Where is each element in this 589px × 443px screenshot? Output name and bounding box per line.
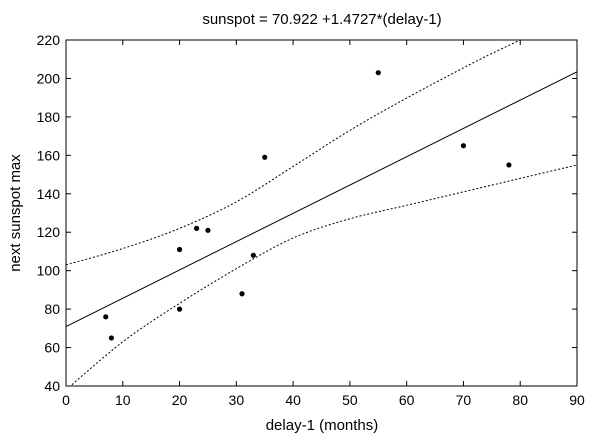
- regression-line: [66, 71, 577, 328]
- plot-frame: [65, 39, 578, 387]
- data-point: [176, 306, 183, 312]
- x-tick-label: 40: [285, 392, 301, 408]
- y-tick-label: 80: [44, 301, 60, 317]
- x-tick-label: 70: [456, 392, 472, 408]
- y-tick-label: 200: [37, 70, 61, 86]
- x-tick-label: 20: [172, 392, 188, 408]
- data-point: [375, 70, 381, 76]
- chart-title: sunspot = 70.922 +1.4727*(delay-1): [202, 11, 441, 28]
- y-tick-label: 220: [37, 32, 61, 48]
- data-point: [262, 154, 268, 160]
- x-tick-label: 80: [512, 392, 528, 408]
- x-tick-label: 50: [342, 392, 358, 408]
- data-point: [239, 291, 245, 297]
- data-point: [176, 246, 183, 253]
- ticks-layer: 0 10 20 30 40 50 60 70 80 90 40 60 80 100 120 140 160 180…: [37, 32, 585, 408]
- data-point: [460, 143, 467, 149]
- y-tick-label: 180: [37, 109, 61, 125]
- data-point: [250, 252, 256, 258]
- x-axis-label: delay-1 (months): [266, 417, 379, 434]
- y-axis-label: next sunspot max: [7, 154, 24, 272]
- y-tick-label: 140: [37, 186, 61, 202]
- data-point: [205, 227, 211, 233]
- data-points: [103, 70, 512, 341]
- data-point: [103, 314, 109, 320]
- upper-confidence-curve: [66, 40, 521, 266]
- y-tick-label: 40: [44, 378, 60, 394]
- y-tick-label: 60: [44, 340, 60, 356]
- lower-confidence-curve: [69, 164, 577, 386]
- data-point: [506, 162, 512, 168]
- x-tick-label: 90: [569, 392, 585, 408]
- x-tick-label: 60: [399, 392, 415, 408]
- data-point: [108, 335, 115, 341]
- x-tick-label: 10: [115, 392, 131, 408]
- y-tick-label: 100: [37, 263, 61, 279]
- fit-line-layer: [66, 71, 577, 328]
- data-point: [193, 225, 200, 231]
- x-tick-label: 30: [229, 392, 245, 408]
- y-tick-label: 120: [37, 224, 61, 240]
- x-tick-label: 0: [62, 392, 70, 408]
- y-tick-label: 160: [37, 147, 61, 163]
- confidence-band: [66, 40, 577, 386]
